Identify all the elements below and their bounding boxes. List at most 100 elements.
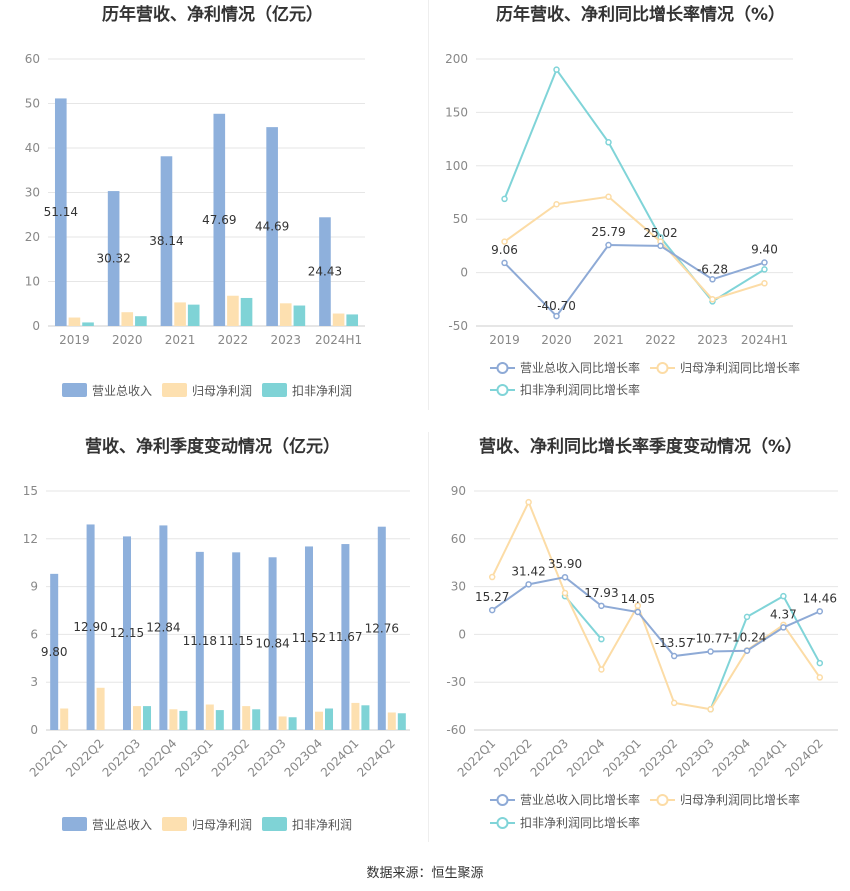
x-tick-label: 2020 <box>541 333 572 347</box>
y-tick-label: 30 <box>25 186 40 200</box>
legend-label: 营业总收入同比增长率 <box>520 792 640 807</box>
line-data-label: 17.93 <box>584 586 618 600</box>
line-data-label: -10.24 <box>728 631 767 645</box>
line-data-label: 25.79 <box>591 225 625 239</box>
legend-label: 归母净利润 <box>192 818 252 832</box>
bar-deducted-profit <box>288 717 297 730</box>
line-data-label: -6.28 <box>697 262 728 276</box>
legend-label: 扣非净利润同比增长率 <box>520 382 640 397</box>
bar-revenue <box>232 552 241 730</box>
line-data-label: 4.37 <box>770 607 797 621</box>
y-tick-label: -30 <box>446 675 466 689</box>
bar-net-profit <box>227 295 239 326</box>
data-source-value: 恒生聚源 <box>431 866 484 881</box>
x-tick-label: 2023 <box>270 333 301 347</box>
bar-revenue <box>159 525 168 730</box>
x-tick-label: 2023 <box>697 333 728 347</box>
series-point-revenue <box>743 647 751 654</box>
bar-data-label: 47.69 <box>202 213 236 227</box>
quarterly-revenue-profit-chart: 营收、净利季度变动情况（亿元） 0 3 6 9 12 15 2022Q1 2022Q2 2022Q… <box>0 432 425 864</box>
bar-data-label: 24.43 <box>308 265 342 279</box>
bar-deducted-profit <box>252 709 261 730</box>
bar-revenue <box>319 217 331 326</box>
legend-swatch <box>62 383 87 397</box>
x-tick-label: 2023Q4 <box>282 736 326 780</box>
bar-deducted-profit <box>143 706 152 730</box>
bar-net-profit <box>60 708 69 730</box>
bar-data-label: 10.84 <box>255 637 289 651</box>
y-tick-label: 40 <box>25 141 40 155</box>
legend-swatch <box>62 817 87 831</box>
bar-deducted-profit <box>397 713 406 730</box>
line-data-label: 9.40 <box>751 243 778 257</box>
series-point-net-profit <box>709 296 716 303</box>
bar-net-profit <box>332 313 345 326</box>
series-point-revenue <box>707 648 714 655</box>
series-point-revenue <box>605 241 612 249</box>
series-point-revenue <box>709 276 716 283</box>
legend-label: 扣非净利润 <box>292 818 352 832</box>
bar-deducted-profit <box>82 322 94 326</box>
legend-marker <box>496 384 509 396</box>
bar-data-label: 12.90 <box>73 620 107 634</box>
annual-revenue-profit-chart: 历年营收、净利情况（亿元） 0 10 20 30 40 50 60 2019 2020 2021 20… <box>0 0 425 432</box>
bar-revenue <box>213 113 226 326</box>
x-tick-label: 2022 <box>218 333 249 347</box>
series-line-deducted-profit <box>564 595 603 640</box>
legend-swatch <box>162 383 187 397</box>
y-tick-label: 0 <box>30 723 38 737</box>
bar-revenue <box>266 127 278 326</box>
x-tick-label: 2023Q3 <box>245 736 289 780</box>
legend-marker <box>496 817 509 829</box>
y-tick-label: 10 <box>25 275 40 289</box>
bar-revenue <box>107 191 120 326</box>
bar-net-profit <box>174 302 186 326</box>
bar-revenue <box>304 546 313 730</box>
bar-net-profit <box>169 709 178 730</box>
series-point-net-profit <box>816 674 824 681</box>
legend-marker <box>656 362 669 374</box>
bar-revenue <box>50 573 59 730</box>
line-data-label: 15.27 <box>475 590 509 604</box>
bar-deducted-profit <box>240 297 253 326</box>
series-point-deducted-profit <box>501 195 508 203</box>
bar-net-profit <box>242 706 251 730</box>
bar-net-profit <box>96 687 105 730</box>
x-tick-label: 2023Q3 <box>673 736 717 780</box>
x-tick-label: 2021 <box>165 333 196 347</box>
line-data-label: 14.46 <box>803 591 837 605</box>
bar-data-label: 11.52 <box>292 631 326 645</box>
x-tick-label: 2022Q2 <box>63 736 107 780</box>
line-data-label: -10.77 <box>691 632 730 646</box>
x-tick-label: 2019 <box>59 333 90 347</box>
series-point-net-profit <box>605 193 612 201</box>
series-point-revenue <box>634 608 642 616</box>
x-tick-label: 2023Q1 <box>172 736 216 780</box>
x-tick-label: 2022Q1 <box>27 736 71 780</box>
series-point-deducted-profit <box>780 592 787 600</box>
x-tick-label: 2022Q3 <box>528 736 572 780</box>
bar-net-profit <box>387 712 396 730</box>
series-line-net-profit <box>491 499 821 711</box>
x-tick-label: 2023Q1 <box>600 736 644 780</box>
y-tick-label: 0 <box>458 627 466 641</box>
bar-net-profit <box>205 704 214 730</box>
bar-net-profit <box>132 706 142 730</box>
y-tick-label: -60 <box>446 723 466 737</box>
bar-revenue <box>377 526 386 730</box>
series-line-revenue <box>503 244 765 318</box>
panel-divider <box>428 0 429 410</box>
y-tick-label: 20 <box>25 230 40 244</box>
legend-label: 归母净利润 <box>192 384 252 398</box>
chart-title: 营收、净利季度变动情况（亿元） <box>85 436 340 457</box>
legend-label: 营业总收入 <box>92 818 152 832</box>
y-tick-label: 50 <box>25 97 40 111</box>
bar-deducted-profit <box>325 708 334 730</box>
x-tick-label: 2024Q2 <box>354 736 398 780</box>
bar-revenue <box>341 544 350 730</box>
chart-svg: 营收、净利季度变动情况（亿元）036912152022Q12022Q22022Q… <box>23 436 410 832</box>
bar-data-label: 12.84 <box>146 621 180 635</box>
series-point-net-profit <box>525 498 532 506</box>
series-point-deducted-profit <box>553 66 560 73</box>
series-point-revenue <box>780 624 787 631</box>
